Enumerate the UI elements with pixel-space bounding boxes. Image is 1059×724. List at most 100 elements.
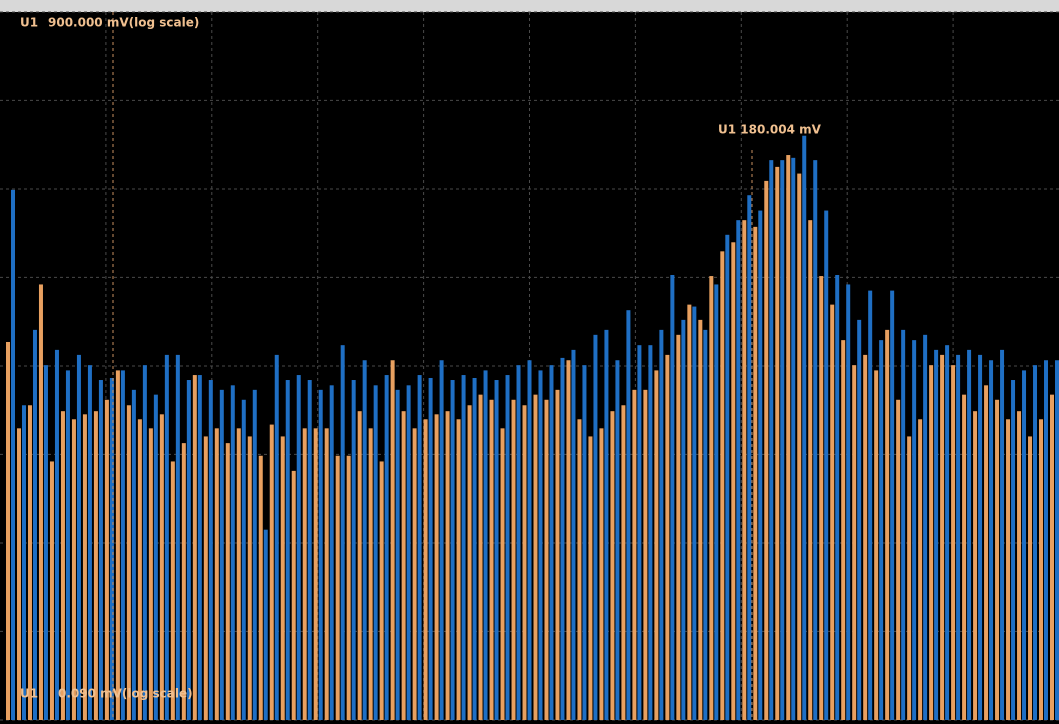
bar — [368, 428, 373, 720]
bar — [87, 365, 92, 720]
bar — [769, 160, 774, 720]
bar — [522, 405, 527, 720]
bar — [670, 275, 675, 720]
bar — [571, 349, 576, 720]
bar — [208, 380, 213, 720]
bar — [566, 360, 571, 720]
bar — [153, 394, 158, 720]
bar — [186, 380, 191, 720]
bar — [483, 370, 488, 720]
bar — [1033, 365, 1038, 720]
bar — [142, 365, 147, 720]
bar — [192, 375, 197, 720]
bar — [54, 349, 59, 720]
bar — [742, 220, 747, 720]
bar — [516, 365, 521, 720]
bar — [38, 284, 43, 720]
bar — [395, 389, 400, 720]
window-border — [0, 0, 1059, 12]
bar — [170, 461, 175, 720]
bar — [500, 428, 505, 720]
bar — [461, 375, 466, 720]
bar — [681, 319, 686, 720]
bar — [912, 340, 917, 720]
bar — [324, 428, 329, 720]
bar — [637, 345, 642, 720]
bar — [423, 419, 428, 720]
bar — [137, 419, 142, 720]
bar — [945, 345, 950, 720]
marker-label: U1 180.004 mV — [718, 123, 822, 137]
bar — [21, 405, 26, 720]
bar — [978, 354, 983, 720]
bar — [219, 389, 224, 720]
bar — [896, 399, 901, 720]
bar — [731, 242, 736, 721]
channel-label: U1 — [20, 687, 38, 701]
bar — [214, 428, 219, 720]
bar — [923, 334, 928, 720]
bar — [148, 428, 153, 720]
top-scale-label: 900.000 mV(log scale) — [48, 16, 199, 30]
bar — [32, 329, 37, 720]
bar — [687, 304, 692, 720]
bar — [879, 340, 884, 720]
bar — [725, 234, 730, 721]
bar — [643, 389, 648, 720]
bar — [791, 157, 796, 720]
bar — [599, 428, 604, 720]
bar — [962, 394, 967, 720]
bar — [357, 411, 362, 720]
bar — [379, 461, 384, 720]
bar — [808, 220, 813, 720]
bar — [230, 385, 235, 720]
bar — [665, 354, 670, 720]
bar — [307, 380, 312, 720]
bar — [1000, 349, 1005, 720]
bar — [313, 428, 318, 720]
bar — [582, 365, 587, 720]
bar — [824, 210, 829, 720]
bar — [907, 436, 912, 720]
bar — [995, 399, 1000, 720]
bar — [126, 405, 131, 720]
bar — [120, 370, 125, 720]
bar — [27, 405, 32, 720]
bar — [511, 399, 516, 720]
bar — [736, 220, 741, 720]
bar — [439, 360, 444, 720]
bar — [115, 370, 120, 720]
bar — [241, 399, 246, 720]
bar — [1017, 411, 1022, 720]
bar — [951, 365, 956, 720]
bar — [104, 399, 109, 720]
bar — [593, 334, 598, 720]
bar — [560, 357, 565, 720]
bar — [49, 461, 54, 720]
bar — [758, 210, 763, 720]
bar — [555, 389, 560, 720]
bar — [1050, 394, 1054, 720]
bar — [16, 428, 21, 720]
bar — [302, 428, 307, 720]
bar — [489, 399, 494, 720]
bar — [989, 360, 994, 720]
bar — [362, 360, 367, 720]
bar — [1006, 419, 1011, 720]
bar — [43, 365, 48, 720]
bar — [65, 370, 70, 720]
bar — [269, 424, 274, 720]
bar — [450, 380, 455, 720]
bar — [1044, 360, 1049, 720]
bar — [175, 354, 180, 720]
bar — [973, 411, 978, 720]
bar — [775, 166, 780, 720]
channel-label: U1 — [20, 16, 38, 30]
bar — [98, 380, 103, 720]
bar — [626, 310, 631, 720]
bar — [445, 411, 450, 720]
bar — [676, 334, 681, 720]
bar — [544, 399, 549, 720]
bar — [60, 411, 65, 720]
bar — [164, 354, 169, 720]
